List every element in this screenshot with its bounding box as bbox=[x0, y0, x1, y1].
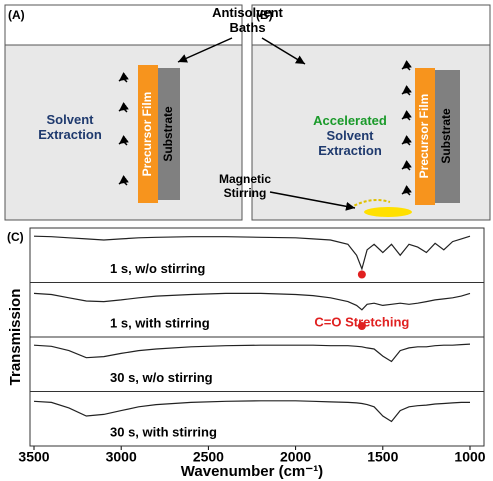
x-tick-label: 1500 bbox=[367, 449, 398, 465]
solvent-extraction-label: Solvent Extraction bbox=[38, 112, 102, 142]
film-label: Precursor Film bbox=[417, 94, 431, 179]
y-axis-label: Transmission bbox=[7, 289, 24, 386]
stirring-label: Magnetic Stirring bbox=[218, 172, 271, 200]
panel-label: (A) bbox=[8, 8, 25, 22]
annotation-dot bbox=[357, 322, 366, 330]
accelerated-label: Accelerated bbox=[313, 113, 387, 128]
stir-bar bbox=[364, 207, 412, 217]
substrate-b bbox=[435, 70, 460, 203]
x-tick-label: 2000 bbox=[280, 449, 311, 465]
bath-arrow bbox=[177, 37, 233, 63]
series-label: 30 s, w/o stirring bbox=[110, 370, 213, 385]
panel-label: (B) bbox=[256, 8, 273, 22]
x-tick-label: 3500 bbox=[18, 449, 49, 465]
annotation-dot bbox=[357, 270, 366, 279]
spectrum-line bbox=[33, 400, 470, 423]
solvent-arrows-b bbox=[401, 60, 412, 196]
substrate-a bbox=[158, 68, 180, 200]
x-axis-label: Wavenumber (cm⁻¹) bbox=[181, 463, 323, 480]
panel-label: (C) bbox=[7, 230, 24, 244]
series-label: 30 s, with stirring bbox=[110, 424, 217, 439]
stir-motion bbox=[349, 199, 391, 209]
film-label: Precursor Film bbox=[140, 92, 154, 177]
subplot-frame bbox=[29, 227, 485, 283]
film-a bbox=[138, 65, 158, 203]
x-tick-label: 1000 bbox=[454, 449, 485, 465]
film-b bbox=[415, 68, 435, 205]
solvent-arrows-a bbox=[118, 72, 129, 186]
subplot-frame bbox=[29, 282, 485, 338]
spectrum-line bbox=[33, 292, 471, 311]
bath-arrow bbox=[261, 37, 306, 65]
series-label: 1 s, with stirring bbox=[110, 315, 210, 330]
substrate-label: Substrate bbox=[439, 108, 453, 164]
spectrum-line bbox=[33, 343, 471, 363]
substrate-label: Substrate bbox=[161, 106, 175, 162]
annotation-label: C=O Stretching bbox=[314, 314, 409, 329]
x-tick-label: 3000 bbox=[106, 449, 137, 465]
solvent-extraction-label: Solvent Extraction bbox=[318, 128, 382, 158]
x-tick-label: 2500 bbox=[193, 449, 224, 465]
subplot-frame bbox=[29, 391, 485, 447]
stir-arrow bbox=[269, 191, 356, 211]
chart: 3500 3000 2500 2000 1500 1000 1 s, w/o stirrin… bbox=[18, 227, 486, 465]
antisolvent-label: Antisolvent Baths bbox=[212, 5, 283, 35]
spectrum-line bbox=[33, 235, 471, 271]
series-label: 1 s, w/o stirring bbox=[110, 261, 205, 276]
